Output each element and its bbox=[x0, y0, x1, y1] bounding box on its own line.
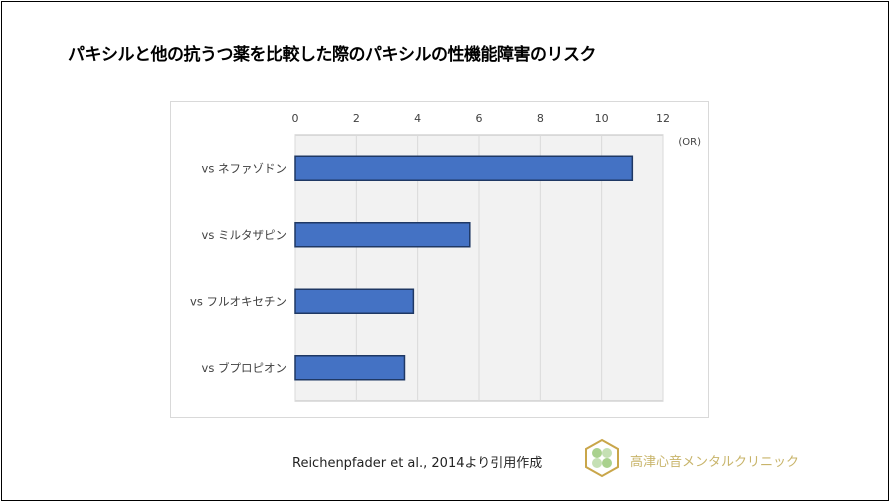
x-tick-label: 10 bbox=[595, 112, 609, 125]
x-tick-label: 8 bbox=[537, 112, 544, 125]
bar bbox=[294, 288, 415, 314]
x-tick-label: 4 bbox=[414, 112, 421, 125]
category-label: vs ネファゾドン bbox=[202, 161, 287, 175]
x-tick-label: 0 bbox=[292, 112, 299, 125]
clinic-logo-icon bbox=[585, 438, 619, 478]
category-label: vs フルオキセチン bbox=[190, 294, 287, 308]
x-tick-label: 2 bbox=[353, 112, 360, 125]
bar bbox=[294, 355, 406, 381]
x-tick-label: 6 bbox=[476, 112, 483, 125]
slide-title: パキシルと他の抗うつ薬を比較した際のパキシルの性機能障害のリスク bbox=[68, 45, 597, 65]
bar bbox=[294, 155, 634, 181]
citation: Reichenpfader et al., 2014より引用作成 bbox=[292, 456, 543, 471]
x-axis-unit-label: (OR) bbox=[678, 137, 701, 148]
clinic-name: 高津心音メンタルクリニック bbox=[630, 455, 800, 470]
x-tick-label: 12 bbox=[656, 112, 670, 125]
category-label: vs ブプロピオン bbox=[202, 361, 287, 375]
category-label: vs ミルタザピン bbox=[202, 228, 287, 242]
bar bbox=[294, 222, 471, 248]
